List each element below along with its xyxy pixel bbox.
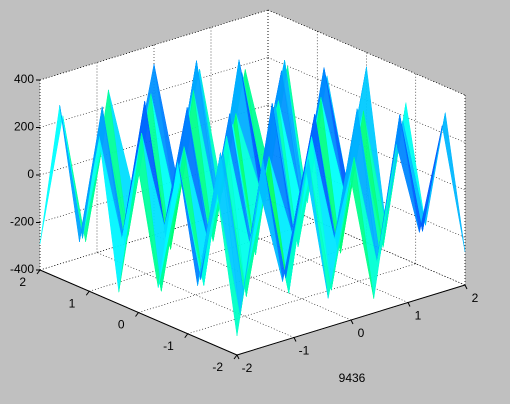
x-tick-label: -2 (242, 361, 253, 375)
y-grid-line (187, 263, 416, 335)
z-tick-label: 400 (14, 72, 34, 86)
y-tick-mark (85, 290, 90, 296)
x-tick-mark (236, 354, 240, 360)
z-tick-label: -400 (10, 262, 34, 276)
y-tick-mark (135, 312, 139, 317)
z-tick-label: -200 (10, 215, 34, 229)
y-axis-line (39, 269, 238, 356)
box-edge (39, 9, 269, 81)
x-tick-label: 0 (358, 326, 365, 340)
y-tick-mark (36, 269, 41, 275)
y-tick-label: -2 (212, 360, 223, 374)
z-tick-label: 200 (14, 120, 34, 134)
x-tick-label: -1 (299, 344, 310, 358)
x-axis-label: 9436 (339, 371, 366, 385)
x-tick-mark (350, 319, 354, 325)
y-tick-label: 2 (19, 275, 26, 289)
z-grid-line (39, 57, 269, 128)
surface (39, 59, 466, 337)
y-tick-label: -1 (163, 339, 174, 353)
x-axis-line (236, 284, 466, 356)
y-tick-mark (184, 333, 189, 339)
y-tick-label: 1 (69, 296, 76, 310)
x-tick-mark (464, 284, 468, 290)
x-tick-label: 2 (472, 291, 479, 305)
surface-patch (217, 191, 261, 337)
x-tick-mark (293, 337, 297, 342)
x-tick-mark (407, 302, 411, 307)
y-tick-label: 0 (118, 318, 125, 332)
z-tick-label: 0 (27, 167, 34, 181)
y-tick-mark (233, 354, 238, 360)
x-tick-label: 1 (415, 309, 422, 323)
